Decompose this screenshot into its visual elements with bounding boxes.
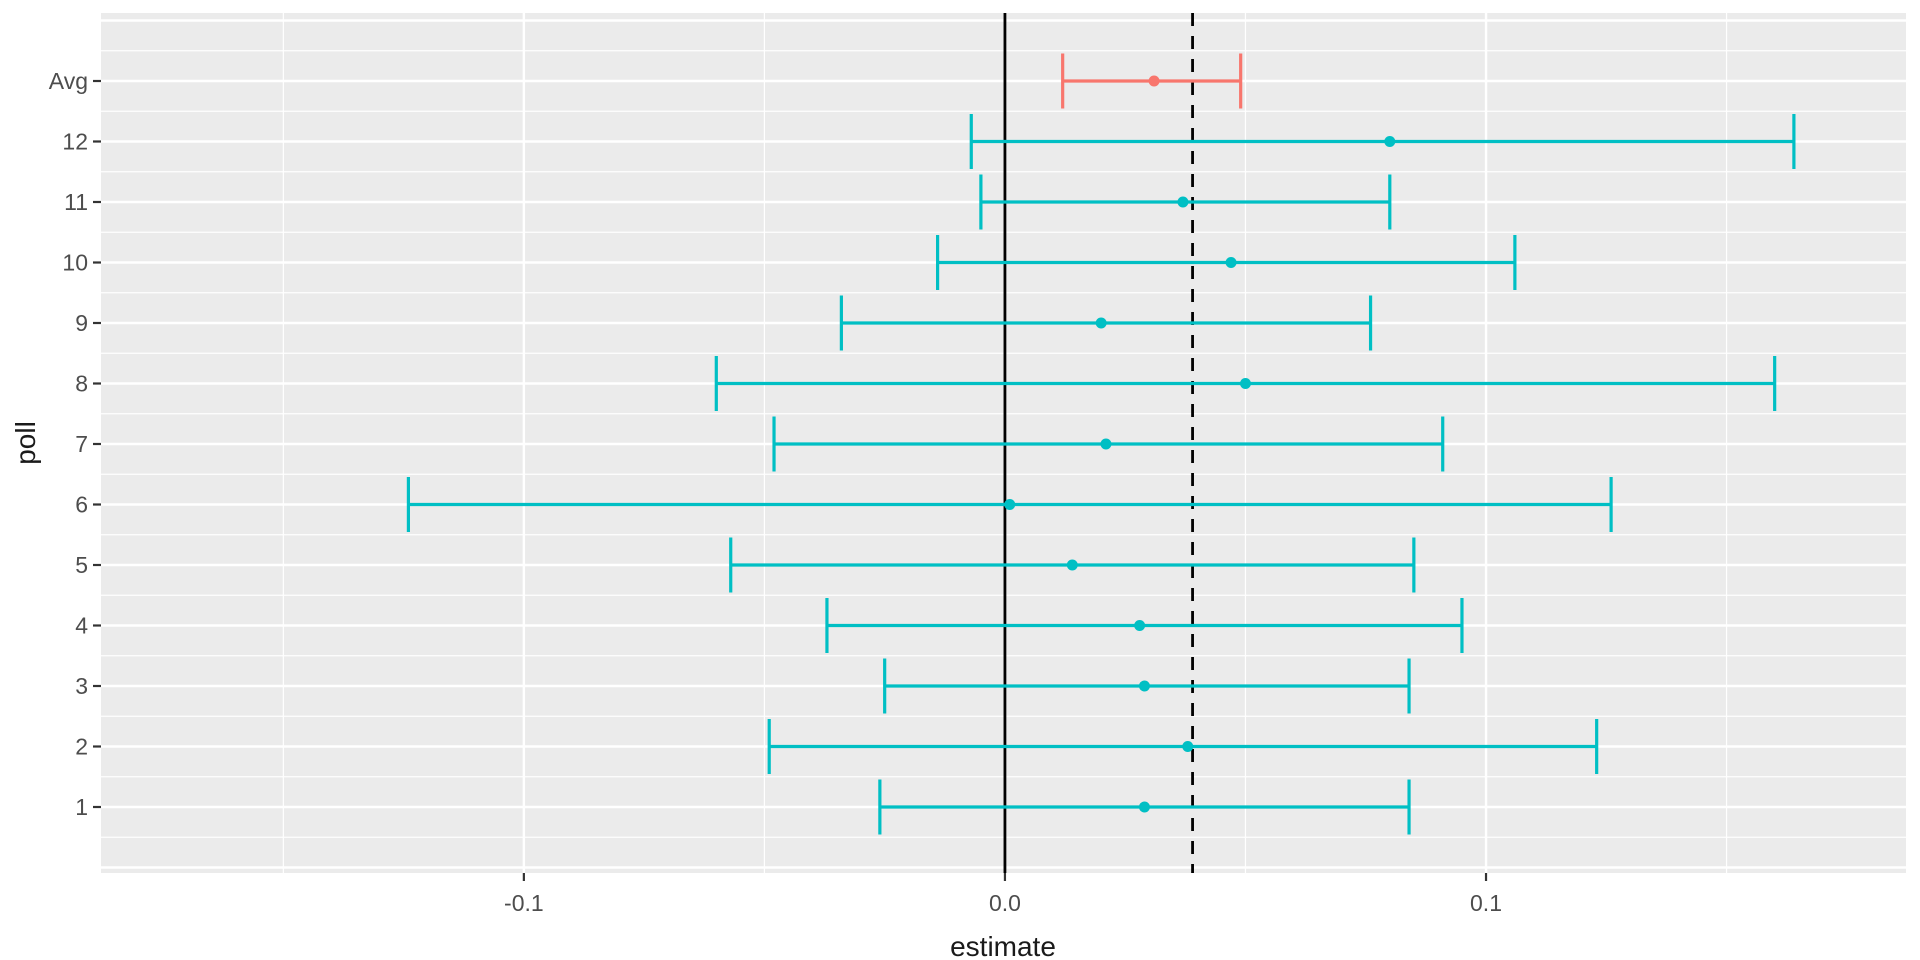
y-tick-label: 12 [62,129,88,155]
y-tick-label: 9 [75,310,88,336]
y-tick-label: 7 [75,431,88,457]
y-tick-label: Avg [49,68,88,94]
point-estimate [1177,196,1189,208]
y-tick-label: 6 [75,492,88,518]
y-tick-label: 5 [75,552,88,578]
y-axis-title: poll [10,421,41,465]
point-estimate [1095,317,1107,329]
x-tick-label: 0.0 [989,890,1021,916]
y-tick-label: 4 [75,613,88,639]
point-estimate [1134,620,1146,631]
x-axis-title: estimate [950,931,1056,960]
y-tick-label: 3 [75,673,88,699]
point-estimate [1225,257,1237,268]
y-tick-label: 8 [75,371,88,397]
point-estimate [1004,499,1016,510]
y-tick-label: 2 [75,734,88,760]
x-tick-label: -0.1 [504,890,544,916]
point-estimate [1138,801,1150,813]
x-tick-label: 0.1 [1470,890,1502,916]
y-tick-label: 11 [64,189,88,215]
point-estimate [1100,438,1112,450]
y-tick-label: 1 [75,794,88,820]
point-estimate [1182,741,1194,752]
point-estimate [1384,136,1396,147]
point-estimate [1148,75,1160,87]
point-estimate [1138,680,1150,692]
point-estimate [1239,378,1251,389]
point-estimate [1066,559,1078,571]
y-tick-label: 10 [62,250,88,276]
